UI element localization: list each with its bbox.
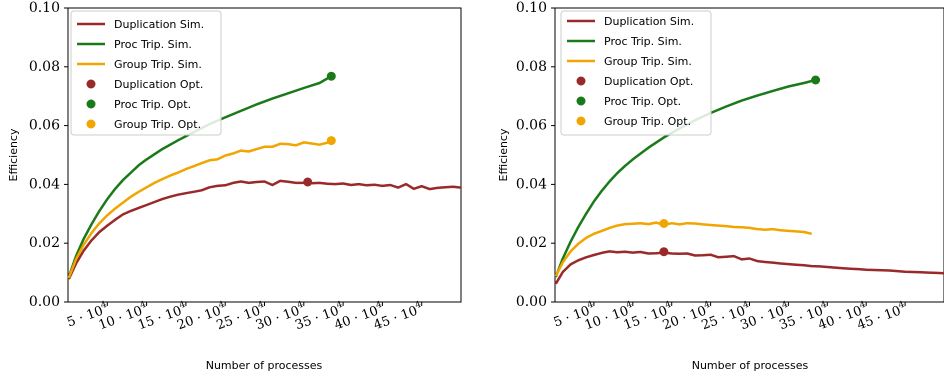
right-y-tick: 0.02 [516,235,555,251]
left-y-tick: 0.06 [29,118,68,134]
right-x-tick-label: 20 · 104 [660,300,714,334]
left-y-tick-label: 0.06 [29,118,60,134]
series-line-proc-trip-sim [67,75,332,278]
series-point-proc-trip-opt [326,71,336,81]
right-y-axis: 0.00 0.02 0.04 0.06 0.08 0.10 [516,0,555,310]
left-y-tick: 0.10 [29,0,68,16]
left-plot-panel: 0.00 0.02 0.04 0.06 0.08 0.10 [7,0,462,372]
left-series-layer [67,71,462,280]
right-y-tick: 0.00 [516,294,555,310]
left-y-tick-label: 0.00 [29,294,60,310]
right-y-tick-label: 0.02 [516,235,547,251]
left-x-axis: 5 · 104 10 · 104 15 · 104 20 · 104 25 · … [65,300,425,334]
right-x-tick: 20 · 104 [660,300,714,334]
left-y-axis-label: Efficiency [7,128,20,181]
series-point-proc-trip-opt [811,75,821,85]
series-point-duplication-opt [303,177,313,187]
right-y-axis-label: Efficiency [497,128,510,181]
left-y-tick-label: 0.08 [29,59,60,75]
left-y-tick: 0.08 [29,59,68,75]
left-legend-box [70,10,222,136]
right-series-layer [554,75,944,285]
right-x-axis: 5 · 104 10 · 104 15 · 104 20 · 104 25 · … [552,300,907,334]
series-point-duplication-opt [659,247,669,257]
legend-marker-duplication-opt [86,79,96,89]
series-line-group-trip-sim [67,139,332,279]
series-line-group-trip-sim [554,221,812,277]
left-y-tick-label: 0.04 [29,176,60,192]
right-legend: Duplication Sim. Proc Trip. Sim. Group T… [560,10,712,136]
series-line-proc-trip-sim [554,78,816,278]
legend-marker-group-trip-opt [86,119,96,129]
right-y-tick: 0.06 [516,118,555,134]
right-x-axis-label: Number of processes [692,359,809,372]
series-line-duplication-sim [554,250,944,285]
right-y-tick-label: 0.00 [516,294,547,310]
right-y-tick: 0.08 [516,59,555,75]
legend-marker-proc-trip-opt [86,99,96,109]
legend-label-group-trip-sim: Group Trip. Sim. [604,55,692,68]
legend-label-group-trip-sim: Group Trip. Sim. [114,58,202,71]
series-line-duplication-sim [67,179,462,280]
legend-label-duplication-opt: Duplication Opt. [604,75,693,88]
right-y-tick-label: 0.04 [516,176,547,192]
left-y-tick-label: 0.02 [29,235,60,251]
left-y-tick: 0.04 [29,176,68,192]
left-x-axis-label: Number of processes [206,359,323,372]
series-point-group-trip-opt [659,219,669,228]
left-y-axis: 0.00 0.02 0.04 0.06 0.08 0.10 [29,0,68,310]
legend-marker-group-trip-opt [576,116,586,126]
legend-label-duplication-opt: Duplication Opt. [114,78,203,91]
right-legend-box [560,10,712,136]
right-y-tick-label: 0.06 [516,118,547,134]
legend-marker-duplication-opt [576,76,586,86]
right-y-tick: 0.04 [516,176,555,192]
legend-label-proc-trip-opt: Proc Trip. Opt. [604,95,681,108]
legend-label-proc-trip-sim: Proc Trip. Sim. [604,35,682,48]
left-y-tick-label: 0.10 [29,0,60,16]
left-legend: Duplication Sim. Proc Trip. Sim. Group T… [70,10,222,136]
legend-marker-proc-trip-opt [576,96,586,106]
left-x-tick-label: 45 · 104 [371,300,425,334]
left-x-tick: 45 · 104 [371,300,425,334]
legend-label-group-trip-opt: Group Trip. Opt. [604,115,691,128]
legend-label-proc-trip-sim: Proc Trip. Sim. [114,38,192,51]
right-y-tick: 0.10 [516,0,555,16]
legend-label-duplication-sim: Duplication Sim. [604,15,694,28]
legend-label-proc-trip-opt: Proc Trip. Opt. [114,98,191,111]
left-y-tick: 0.02 [29,235,68,251]
right-plot-panel: 0.00 0.02 0.04 0.06 0.08 0.10 [497,0,944,372]
series-point-group-trip-opt [326,136,336,146]
left-y-tick: 0.00 [29,294,68,310]
legend-label-group-trip-opt: Group Trip. Opt. [114,118,201,131]
legend-label-duplication-sim: Duplication Sim. [114,18,204,31]
right-y-tick-label: 0.08 [516,59,547,75]
right-y-tick-label: 0.10 [516,0,547,16]
